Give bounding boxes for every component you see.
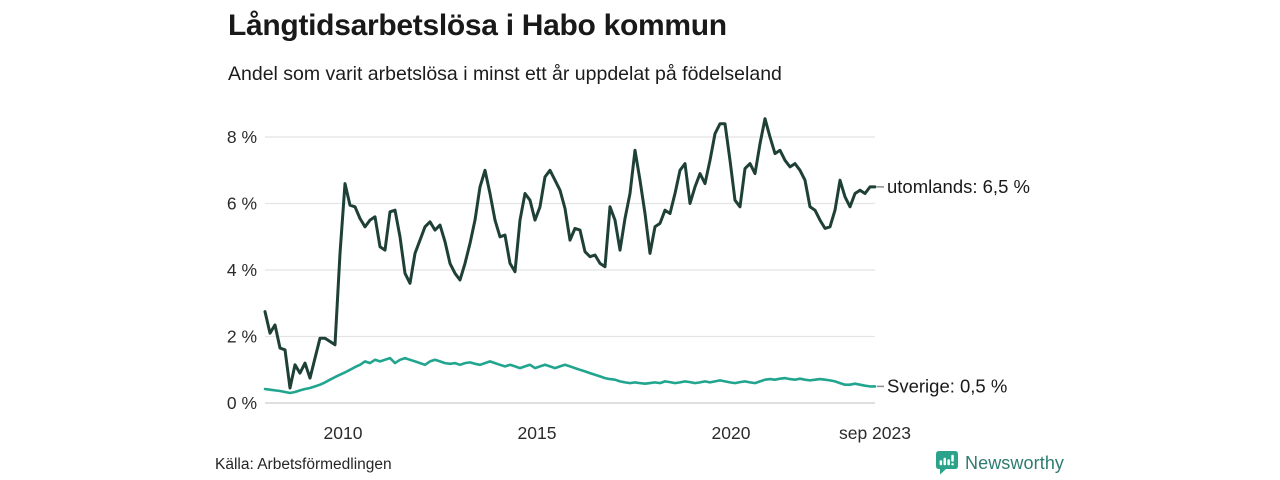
y-axis-tick-label: 2 % — [227, 327, 257, 347]
chart-subtitle: Andel som varit arbetslösa i minst ett å… — [228, 63, 782, 85]
series-end-label-utomlands: utomlands: 6,5 % — [887, 176, 1030, 197]
x-axis-tick-label: 2015 — [518, 423, 557, 443]
brand-name: Newsworthy — [965, 452, 1065, 473]
y-axis-tick-label: 0 % — [227, 393, 257, 413]
y-axis-tick-label: 6 % — [227, 194, 257, 214]
x-axis-tick-label: 2020 — [712, 423, 751, 443]
y-axis-tick-label: 8 % — [227, 127, 257, 147]
series-line-utomlands — [263, 117, 877, 390]
newsworthy-chart-bubble-icon — [936, 451, 958, 475]
brand-logo: Newsworthy — [936, 451, 1064, 475]
page-title: Långtidsarbetslösa i Habo kommun — [228, 9, 727, 42]
x-axis-tick-label: sep 2023 — [839, 423, 911, 443]
x-axis-tick-label: 2010 — [324, 423, 363, 443]
source-note: Källa: Arbetsförmedlingen — [215, 456, 392, 473]
series-end-label-Sverige: Sverige: 0,5 % — [887, 375, 1007, 396]
series-line-Sverige — [263, 356, 877, 395]
y-axis-tick-label: 4 % — [227, 260, 257, 280]
